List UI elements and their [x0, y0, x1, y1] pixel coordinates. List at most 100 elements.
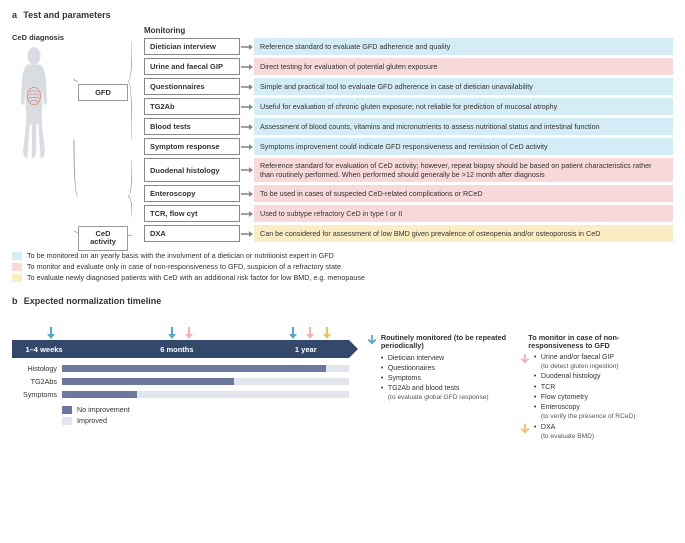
- legend-text: To be monitored on an yearly basis with …: [27, 251, 334, 260]
- monitoring-desc: Useful for evaluation of chronic gluten …: [254, 98, 673, 115]
- monitoring-heading: Monitoring: [144, 26, 673, 35]
- monitoring-desc: Can be considered for assessment of low …: [254, 225, 673, 242]
- monitoring-row: Urine and faecal GIPDirect testing for e…: [144, 58, 673, 75]
- monitoring-row: TG2Ab Useful for evaluation of chronic gl…: [144, 98, 673, 115]
- list-item: Enteroscopy(to verify the presence of RC…: [534, 403, 636, 422]
- nb-fill: [62, 391, 137, 398]
- nb-fill: [62, 365, 326, 372]
- monitoring-row: Questionnaires Simple and practical tool …: [144, 78, 673, 95]
- monitoring-desc: Reference standard for evaluation of CeD…: [254, 158, 673, 182]
- human-silhouette-icon: [12, 46, 56, 166]
- panel-b-header: b Expected normalization timeline: [12, 296, 673, 306]
- legend-swatch: [62, 406, 72, 414]
- timeline-arrow-icon: [46, 327, 56, 339]
- arrow-right-icon: [240, 205, 254, 222]
- timeline-bar: 1–4 weeks6 months1 year: [12, 340, 349, 358]
- legend-swatch: [12, 274, 22, 282]
- arrow-right-icon: [240, 98, 254, 115]
- routine-title: Routinely monitored (to be repeated peri…: [381, 334, 520, 351]
- monitoring-desc: Symptoms improvement could indicate GFD …: [254, 138, 673, 155]
- monitoring-row: Dietician interviewReference standard to…: [144, 38, 673, 55]
- list-item: Questionnaires: [381, 364, 520, 373]
- timeline-arrow-icon: [184, 327, 194, 339]
- nb-label: Symptoms: [12, 390, 62, 399]
- legend-text: To monitor and evaluate only in case of …: [27, 262, 341, 271]
- legend-text: To evaluate newly diagnosed patients wit…: [27, 273, 365, 282]
- monitoring-label: DXA: [144, 225, 240, 242]
- legend-a: To be monitored on an yearly basis with …: [12, 251, 673, 282]
- monitoring-label: Blood tests: [144, 118, 240, 135]
- legend-row: To be monitored on an yearly basis with …: [12, 251, 673, 260]
- arrow-down-blue-icon: [367, 335, 377, 346]
- arrow-right-icon: [240, 138, 254, 155]
- list-item: Duodenal histology: [534, 372, 636, 381]
- normalization-row: Histology: [12, 364, 349, 373]
- timeline-tick: 1 year: [295, 345, 317, 354]
- nonresp-title: To monitor in case of non-responsiveness…: [528, 334, 673, 351]
- panel-b-title: Expected normalization timeline: [24, 296, 162, 306]
- monitoring-label: Questionnaires: [144, 78, 240, 95]
- panel-a-header: a Test and parameters: [12, 10, 673, 20]
- arrow-right-icon: [240, 78, 254, 95]
- monitoring-label: Enteroscopy: [144, 185, 240, 202]
- arrow-right-icon: [240, 225, 254, 242]
- timeline-arrow-icon: [322, 327, 332, 339]
- panel-b-body: 1–4 weeks6 months1 year Histology TG2Abs S…: [12, 320, 673, 446]
- monitoring-row: TCR, flow cytUsed to subtype refractory …: [144, 205, 673, 222]
- arrow-right-icon: [240, 118, 254, 135]
- timeline-arrow-icon: [288, 327, 298, 339]
- arrow-right-icon: [240, 185, 254, 202]
- legend-row: To monitor and evaluate only in case of …: [12, 262, 673, 271]
- monitoring-desc: Simple and practical tool to evaluate GF…: [254, 78, 673, 95]
- panel-a-label: a: [12, 10, 17, 20]
- connector-lines-icon: [72, 26, 132, 245]
- monitoring-row: Blood tests Assessment of blood counts, v…: [144, 118, 673, 135]
- monitoring-label: Symptom response: [144, 138, 240, 155]
- list-item: Flow cytometry: [534, 393, 636, 402]
- nb-fill: [62, 378, 234, 385]
- legend-row: To evaluate newly diagnosed patients wit…: [12, 273, 673, 282]
- timeline-top-arrows: [12, 326, 349, 340]
- normalization-row: Symptoms: [12, 390, 349, 399]
- legend-swatch: [12, 252, 22, 260]
- legend-text: Improved: [77, 416, 107, 425]
- nb-track: [62, 391, 349, 398]
- monitoring-column: Monitoring Dietician interviewReference …: [144, 26, 673, 245]
- monitoring-row: Symptom response Symptoms improvement cou…: [144, 138, 673, 155]
- diagnosis-label: CeD diagnosis: [12, 34, 72, 42]
- legend-b: No improvement Improved: [62, 405, 349, 425]
- branch-activity: CeD activity: [78, 226, 128, 251]
- arrow-right-icon: [240, 58, 254, 75]
- timeline-tick: 1–4 weeks: [25, 345, 62, 354]
- monitoring-label: TG2Ab: [144, 98, 240, 115]
- list-item: DXA(to evaluate BMD): [534, 423, 594, 442]
- monitoring-desc: Used to subtype refractory CeD in type I…: [254, 205, 673, 222]
- legend-row: Improved: [62, 416, 349, 425]
- monitoring-lists: Routinely monitored (to be repeated peri…: [349, 320, 673, 446]
- list-item: Urine and/or faecal GIP(to detect gluten…: [534, 353, 636, 372]
- legend-text: No improvement: [77, 405, 130, 414]
- monitoring-label: Duodenal histology: [144, 158, 240, 182]
- monitoring-desc: Reference standard to evaluate GFD adher…: [254, 38, 673, 55]
- arrow-down-pink-icon: [520, 354, 530, 365]
- routine-column: Routinely monitored (to be repeated peri…: [367, 334, 520, 446]
- monitoring-desc: To be used in cases of suspected CeD-rel…: [254, 185, 673, 202]
- nb-track: [62, 378, 349, 385]
- timeline-arrow-icon: [167, 327, 177, 339]
- list-item: TG2Ab and blood tests(to evaluate global…: [381, 384, 520, 403]
- arrow-right-icon: [240, 38, 254, 55]
- monitoring-desc: Assessment of blood counts, vitamins and…: [254, 118, 673, 135]
- timeline-section: 1–4 weeks6 months1 year Histology TG2Abs S…: [12, 320, 349, 446]
- nb-label: Histology: [12, 364, 62, 373]
- nonresp-column: To monitor in case of non-responsiveness…: [520, 334, 673, 446]
- legend-swatch: [12, 263, 22, 271]
- legend-swatch: [62, 417, 72, 425]
- nb-label: TG2Abs: [12, 377, 62, 386]
- branch-gfd: GFD: [78, 84, 128, 101]
- figure-column: CeD diagnosis: [12, 26, 72, 245]
- list-item: TCR: [534, 383, 636, 392]
- panel-a-body: CeD diagnosis GFD CeD activity Monitorin…: [12, 26, 673, 245]
- monitoring-row: Duodenal histology Reference standard for…: [144, 158, 673, 182]
- list-item: Symptoms: [381, 374, 520, 383]
- branch-column: GFD CeD activity: [72, 26, 144, 245]
